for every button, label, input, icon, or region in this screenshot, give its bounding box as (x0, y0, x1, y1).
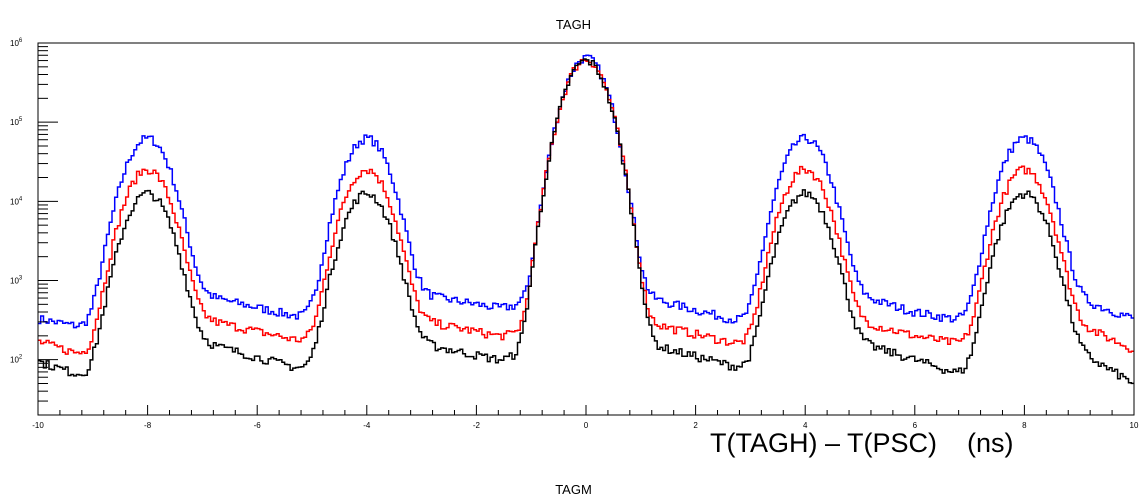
chart-title: TAGH (555, 17, 592, 32)
x-axis-label: T(TAGH) – T(PSC) (ns) (710, 428, 1014, 458)
histogram-series-2 (38, 58, 1134, 385)
next-panel-title: TAGM (555, 482, 592, 497)
x-tick-label: 10 (1130, 421, 1139, 430)
x-tick-label: 4 (803, 421, 808, 430)
y-tick-label: 102 (10, 355, 23, 365)
x-tick-label: -4 (363, 421, 371, 430)
y-tick-label: 103 (10, 275, 23, 285)
axes-layer: -10 -8 -6 -4 -2 0 2 4 6 8 10 102 103 104 105 106 (10, 38, 1139, 430)
x-tick-label: -10 (32, 421, 44, 430)
x-tick-label: 6 (913, 421, 918, 430)
y-tick-label: 105 (10, 117, 23, 127)
x-tick-label: 2 (693, 421, 698, 430)
x-tick-label: -2 (473, 421, 481, 430)
x-tick-label: -8 (144, 421, 152, 430)
histogram-plot: -10 -8 -6 -4 -2 0 2 4 6 8 10 102 103 104 105 106 (10, 38, 1139, 430)
x-tick-label: -6 (254, 421, 262, 430)
x-tick-label: 0 (584, 421, 589, 430)
histogram-series-1 (38, 58, 1134, 355)
x-tick-label: 8 (1022, 421, 1027, 430)
plot-frame (37, 42, 1135, 416)
y-tick-label: 104 (10, 196, 23, 206)
histogram-series-0 (38, 54, 1134, 329)
series-layer (38, 54, 1134, 385)
y-tick-label: 106 (10, 38, 23, 48)
